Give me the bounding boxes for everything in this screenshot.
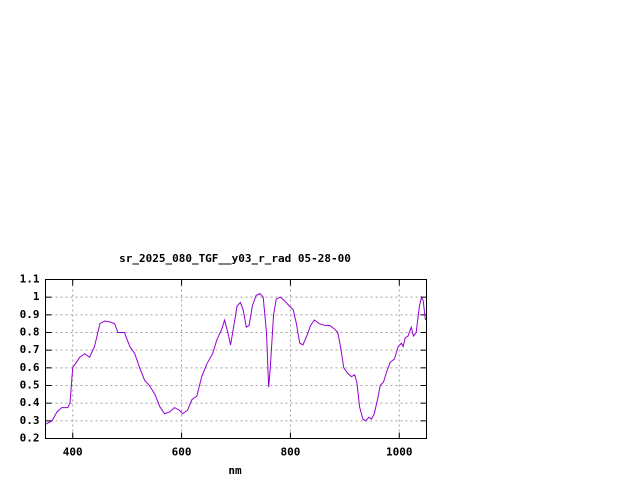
- y-tick-label: 0.2: [20, 432, 40, 445]
- y-tick-label: 0.3: [20, 414, 40, 427]
- y-tick-label: 1.1: [20, 273, 40, 286]
- x-tick-label: 400: [63, 446, 83, 459]
- y-tick-label: 1: [33, 290, 40, 303]
- x-axis-label: nm: [228, 464, 242, 477]
- plot-border: [45, 279, 427, 439]
- y-tick-label: 0.9: [20, 308, 40, 321]
- x-tick-label: 800: [280, 446, 300, 459]
- chart-title: sr_2025_080_TGF__y03_r_rad 05-28-00: [119, 252, 351, 265]
- y-tick-label: 0.8: [20, 326, 40, 339]
- data-line: [45, 293, 426, 425]
- y-tick-label: 0.6: [20, 361, 40, 374]
- x-tick-label: 600: [172, 446, 192, 459]
- y-tick-label: 0.4: [20, 396, 40, 409]
- y-tick-label: 0.5: [20, 379, 40, 392]
- y-tick-label: 0.7: [20, 343, 40, 356]
- x-tick-label: 1000: [386, 446, 413, 459]
